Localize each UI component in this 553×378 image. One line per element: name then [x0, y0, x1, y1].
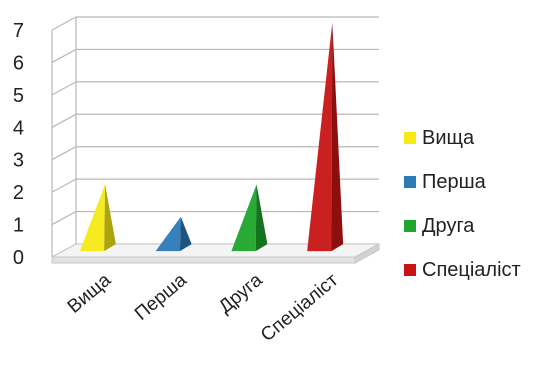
legend-swatch: [404, 264, 416, 276]
legend-swatch: [404, 220, 416, 232]
floor-front: [51, 256, 356, 264]
y-tick-label: 2: [13, 182, 24, 204]
gridline-side: [51, 146, 77, 161]
legend-item-vyshcha: Вища: [404, 116, 553, 160]
y-tick-label: 7: [13, 20, 24, 42]
pyramid-bar: [307, 22, 344, 252]
y-tick-label: 4: [13, 117, 24, 139]
y-tick-label: 0: [13, 247, 24, 269]
y-tick-label: 5: [13, 85, 24, 107]
pyramid-bar: [231, 184, 268, 252]
legend-item-spetsialist: Спеціаліст: [404, 248, 553, 292]
x-tick-label: Друга: [215, 269, 267, 317]
y-axis-ticks: 0 1 2 3 4 5 6 7: [13, 20, 24, 269]
pyramid-bars: [79, 22, 344, 252]
legend-item-persha: Перша: [404, 160, 553, 204]
gridline-side: [51, 211, 77, 226]
legend: Вища Перша Друга Спеціаліст: [404, 116, 553, 292]
legend-swatch: [404, 132, 416, 144]
legend-swatch: [404, 176, 416, 188]
gridlines: [51, 16, 379, 258]
y-tick-label: 1: [13, 215, 24, 237]
pyramid-bar: [79, 184, 116, 252]
gridline-side: [51, 81, 77, 96]
gridline-side: [51, 48, 77, 63]
y-tick-label: 3: [13, 150, 24, 172]
x-tick-label: Вища: [64, 269, 116, 317]
gridline-side: [51, 178, 77, 193]
y-tick-label: 6: [13, 52, 24, 74]
x-tick-label: Спеціаліст: [257, 270, 343, 347]
x-tick-label: Перша: [131, 269, 191, 324]
legend-label: Вища: [422, 126, 475, 149]
legend-label: Спеціаліст: [422, 258, 521, 281]
chart-floor: [51, 243, 380, 264]
legend-label: Друга: [422, 214, 475, 237]
floor-side: [354, 243, 380, 264]
legend-item-druha: Друга: [404, 204, 553, 248]
legend-label: Перша: [422, 170, 486, 193]
pyramid-bar: [155, 216, 192, 252]
gridline-side: [51, 16, 77, 31]
gridline-side: [51, 113, 77, 128]
